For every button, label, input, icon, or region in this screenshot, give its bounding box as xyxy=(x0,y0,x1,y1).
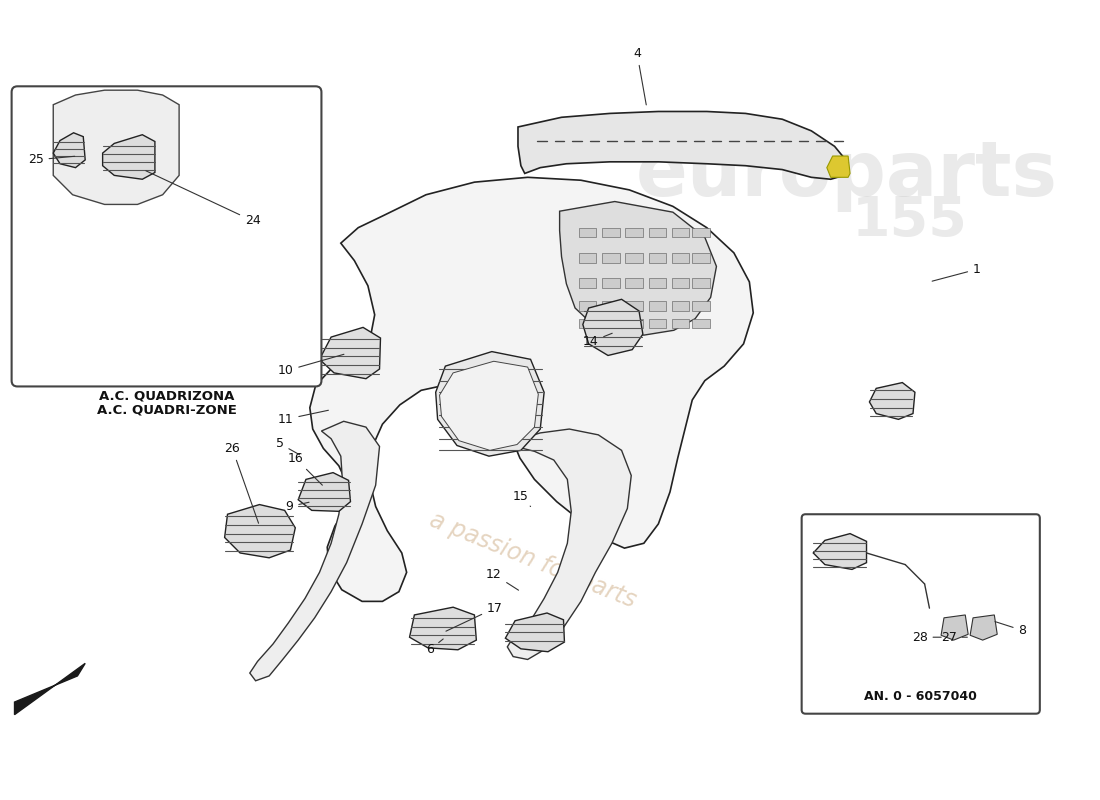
Text: AN. 0 - 6057040: AN. 0 - 6057040 xyxy=(865,690,977,702)
Bar xyxy=(692,318,710,328)
Text: 12: 12 xyxy=(486,568,518,590)
Polygon shape xyxy=(970,615,998,640)
Bar xyxy=(579,302,596,311)
Text: 6: 6 xyxy=(426,639,443,656)
Polygon shape xyxy=(14,663,85,714)
Bar xyxy=(649,278,667,288)
Bar xyxy=(672,228,690,238)
Bar xyxy=(692,228,710,238)
Text: A.C. QUADRI-ZONE: A.C. QUADRI-ZONE xyxy=(97,403,236,416)
Bar xyxy=(626,228,642,238)
Bar xyxy=(579,253,596,262)
Text: 10: 10 xyxy=(277,354,344,378)
Bar xyxy=(649,228,667,238)
Text: 28: 28 xyxy=(912,630,942,644)
Bar xyxy=(649,253,667,262)
Polygon shape xyxy=(310,178,754,602)
Bar xyxy=(692,302,710,311)
Polygon shape xyxy=(942,615,968,640)
Text: 155: 155 xyxy=(852,194,968,248)
Text: 8: 8 xyxy=(996,622,1026,637)
Bar xyxy=(672,278,690,288)
FancyBboxPatch shape xyxy=(802,514,1040,714)
Text: a passion for parts: a passion for parts xyxy=(426,507,639,612)
Polygon shape xyxy=(583,299,642,355)
Polygon shape xyxy=(53,133,85,168)
Text: europarts: europarts xyxy=(636,138,1058,212)
Polygon shape xyxy=(224,505,295,558)
Text: 24: 24 xyxy=(146,170,261,227)
Bar xyxy=(626,302,642,311)
Polygon shape xyxy=(436,351,544,456)
Bar xyxy=(602,253,619,262)
FancyBboxPatch shape xyxy=(12,86,321,386)
Text: 5: 5 xyxy=(276,437,299,454)
Bar xyxy=(579,278,596,288)
Text: 4: 4 xyxy=(634,47,647,105)
Polygon shape xyxy=(319,327,381,378)
Bar xyxy=(602,318,619,328)
Text: A.C. QUADRIZONA: A.C. QUADRIZONA xyxy=(99,390,234,402)
Polygon shape xyxy=(813,534,867,570)
Text: 1: 1 xyxy=(932,262,981,281)
Bar xyxy=(602,302,619,311)
Bar xyxy=(602,278,619,288)
Polygon shape xyxy=(440,362,538,450)
Polygon shape xyxy=(102,134,155,179)
Bar xyxy=(672,302,690,311)
Text: 11: 11 xyxy=(277,410,329,426)
Bar xyxy=(602,228,619,238)
Polygon shape xyxy=(869,382,915,419)
Bar xyxy=(626,253,642,262)
Bar xyxy=(672,318,690,328)
Bar xyxy=(692,253,710,262)
Polygon shape xyxy=(298,473,351,511)
Polygon shape xyxy=(505,613,564,652)
Bar xyxy=(579,318,596,328)
Bar xyxy=(626,278,642,288)
Bar xyxy=(579,228,596,238)
Polygon shape xyxy=(507,429,631,659)
Text: 17: 17 xyxy=(446,602,503,631)
Polygon shape xyxy=(827,156,850,178)
Text: 15: 15 xyxy=(513,490,530,506)
Text: 26: 26 xyxy=(224,442,258,523)
Text: 14: 14 xyxy=(583,334,613,349)
Bar xyxy=(649,318,667,328)
Text: 25: 25 xyxy=(28,154,75,166)
Polygon shape xyxy=(560,202,716,335)
Text: 16: 16 xyxy=(287,451,322,485)
Polygon shape xyxy=(250,422,380,681)
Bar xyxy=(649,302,667,311)
Bar xyxy=(692,278,710,288)
Polygon shape xyxy=(53,90,179,205)
Bar xyxy=(672,253,690,262)
Text: 27: 27 xyxy=(940,630,967,644)
Polygon shape xyxy=(518,111,848,179)
Text: 9: 9 xyxy=(286,500,309,513)
Bar xyxy=(626,318,642,328)
Polygon shape xyxy=(409,607,476,650)
